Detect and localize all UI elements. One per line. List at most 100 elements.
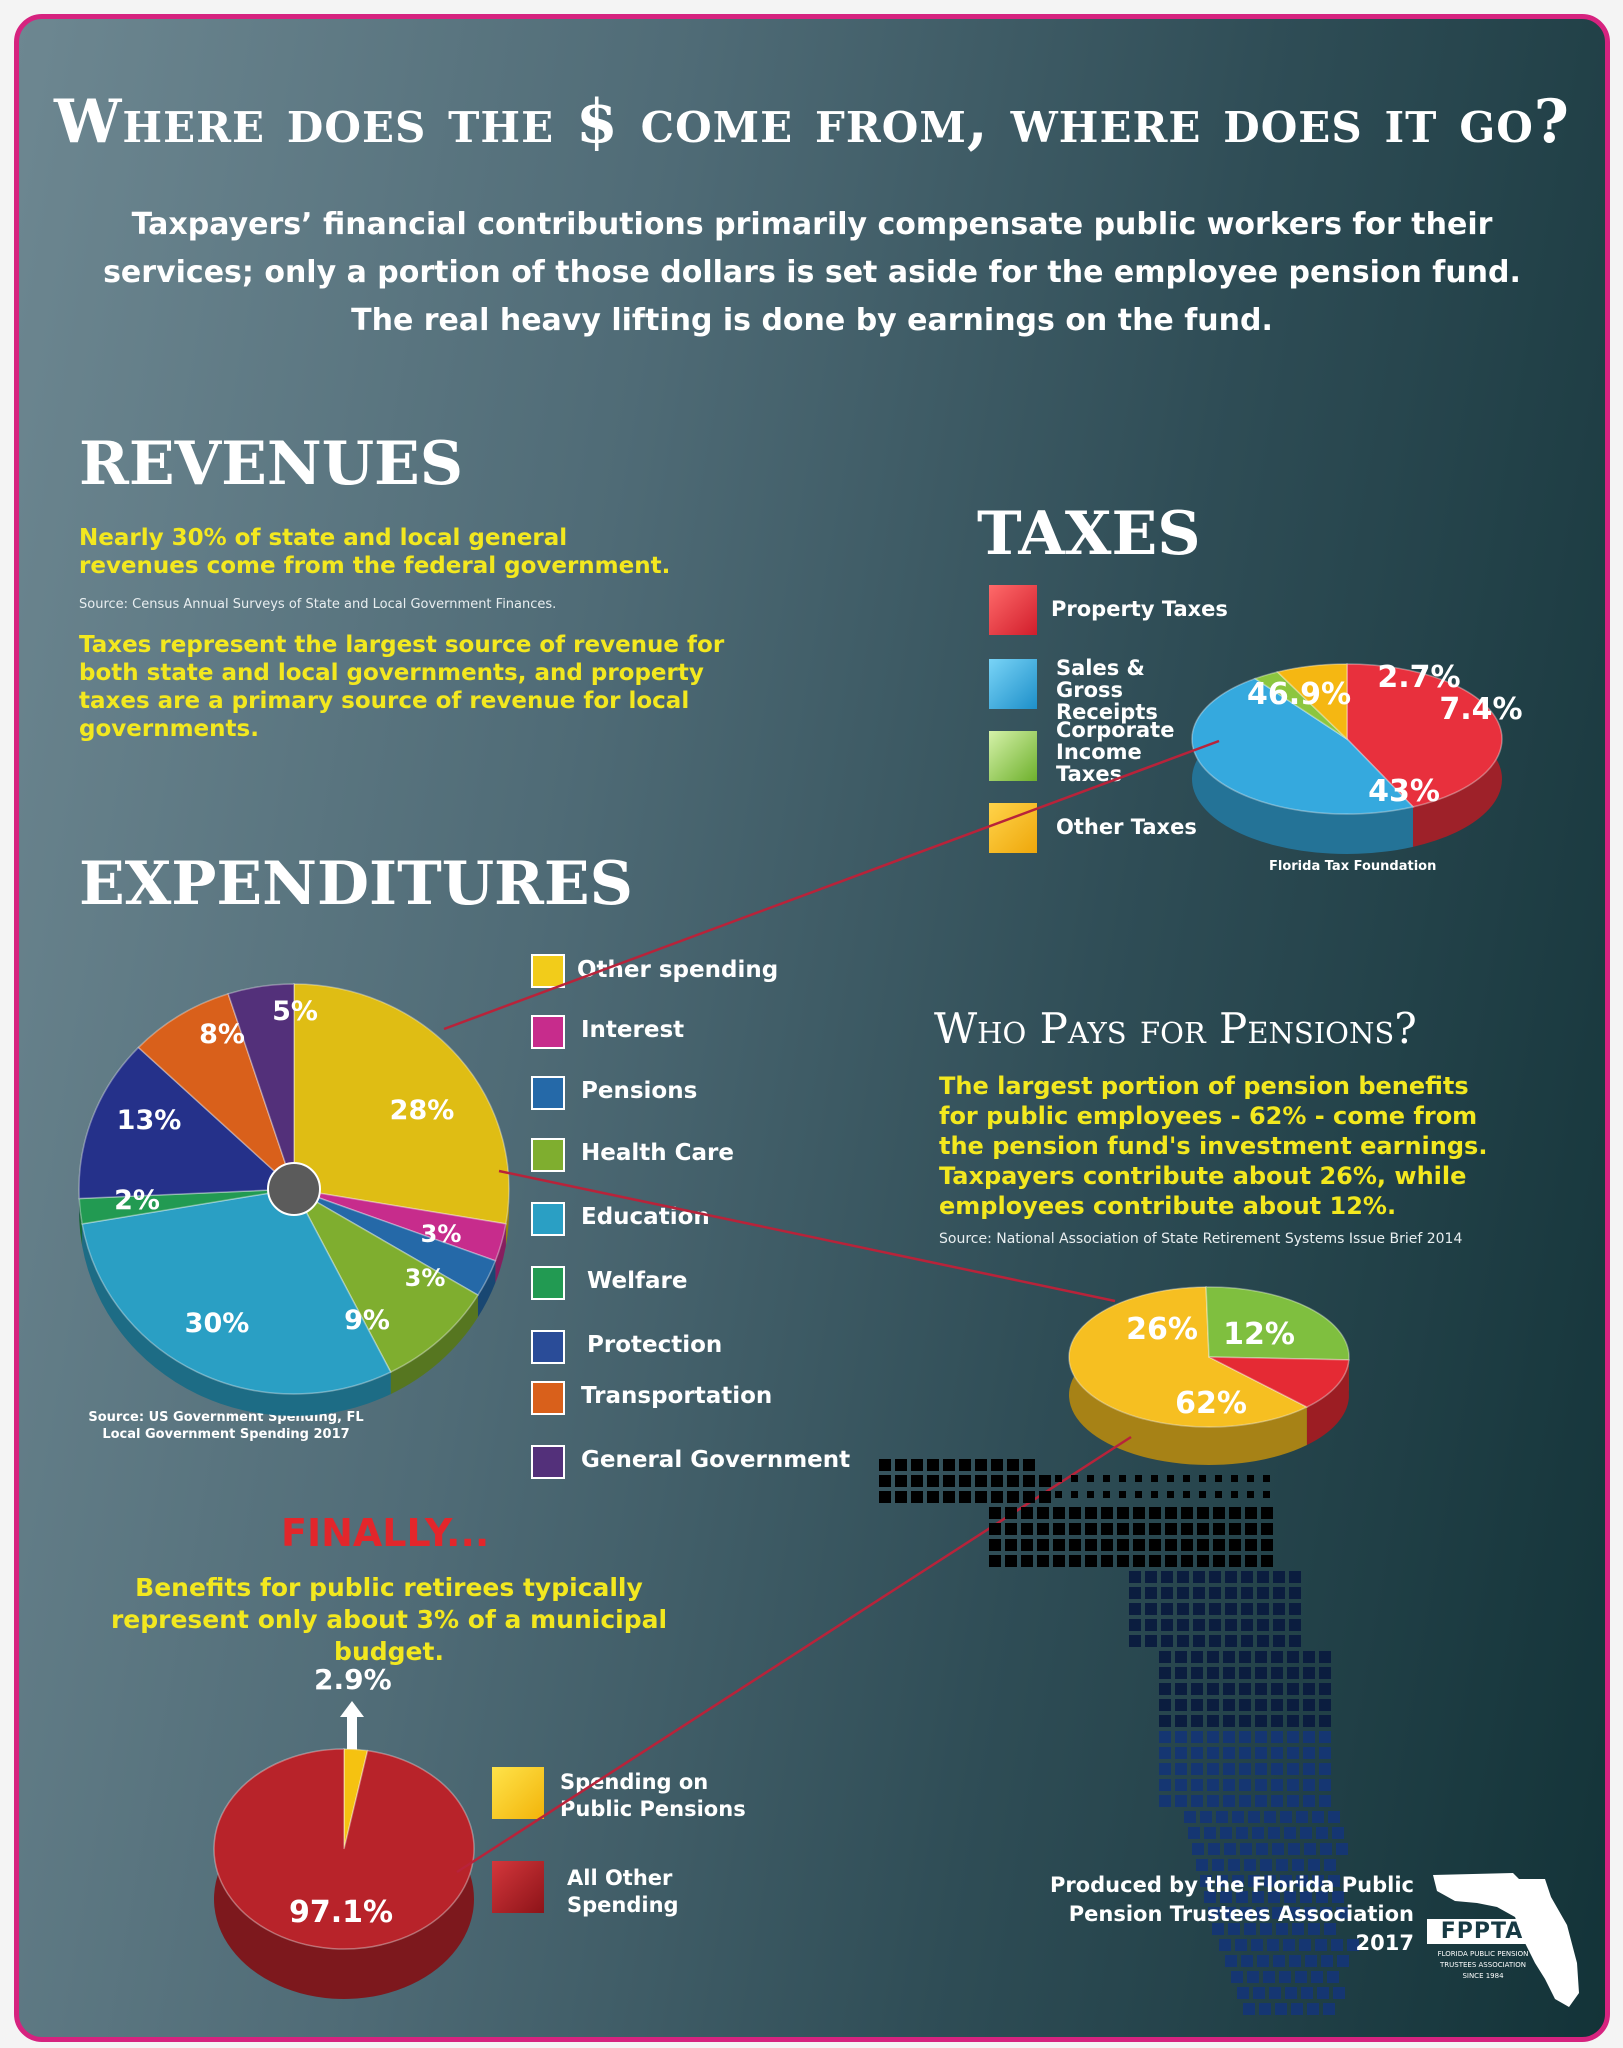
map-pixel [1312, 1875, 1324, 1887]
map-pixel [1183, 1491, 1190, 1498]
map-pixel [1257, 1571, 1269, 1583]
legend-label-other-spending: Other spending [577, 957, 779, 983]
map-pixel [1069, 1523, 1081, 1535]
map-pixel [1231, 1971, 1243, 1983]
map-pixel [1007, 1491, 1019, 1503]
finally-heading: FINALLY... [281, 1511, 490, 1555]
map-pixel [1244, 1923, 1256, 1935]
map-pixel [1245, 1507, 1257, 1519]
map-pixel [1149, 1523, 1161, 1535]
pension-share-callout: 2.9% [314, 1663, 392, 1696]
map-pixel [1145, 1619, 1157, 1631]
map-pixel [879, 1459, 891, 1471]
map-pixel [927, 1491, 939, 1503]
map-pixel [1273, 1603, 1285, 1615]
map-pixel [1303, 1763, 1315, 1775]
map-pixel [1005, 1539, 1017, 1551]
map-pixel [1252, 1891, 1264, 1903]
expenditures-label-6: 13% [117, 1105, 182, 1136]
map-pixel [1165, 1523, 1177, 1535]
map-pixel [1319, 1715, 1331, 1727]
map-pixel [1053, 1507, 1065, 1519]
map-pixel [1207, 1699, 1219, 1711]
map-pixel [1243, 2003, 1255, 2015]
map-pixel [1287, 1715, 1299, 1727]
map-pixel [1204, 1827, 1216, 1839]
map-pixel [1248, 1875, 1260, 1887]
connector-line [443, 739, 1220, 1031]
map-pixel [1239, 1763, 1251, 1775]
map-pixel [1145, 1603, 1157, 1615]
map-pixel [975, 1459, 987, 1471]
map-pixel [1257, 1603, 1269, 1615]
map-pixel [1267, 1939, 1279, 1951]
map-pixel [1181, 1507, 1193, 1519]
map-pixel [1303, 1683, 1315, 1695]
map-pixel [1021, 1539, 1033, 1551]
expenditures-pie: 28% 3% 3% 9% 30% 2% 13% 8% 5% [78, 983, 510, 1416]
map-pixel [1039, 1491, 1051, 1503]
map-pixel [1209, 1587, 1221, 1599]
map-pixel [1037, 1523, 1049, 1535]
map-pixel [1261, 1539, 1273, 1551]
connector-line [498, 1169, 1116, 1303]
map-pixel [1241, 1635, 1253, 1647]
legend-label-sales-receipts: Sales & Gross Receipts [1056, 656, 1158, 724]
map-pixel [1304, 1843, 1316, 1855]
map-pixel [1328, 1811, 1340, 1823]
map-pixel [1007, 1459, 1019, 1471]
map-pixel [1207, 1683, 1219, 1695]
map-pixel [911, 1459, 923, 1471]
taxes-slice-sales-gross-receipts [1191, 677, 1415, 815]
taxes-label-0: 43% [1368, 774, 1440, 809]
map-pixel [1289, 1955, 1301, 1967]
map-pixel [1215, 1491, 1222, 1498]
map-pixel [1175, 1763, 1187, 1775]
produced-by: Produced by the Florida Public Pension T… [1049, 1873, 1414, 1955]
map-pixel [1117, 1555, 1129, 1567]
map-pixel [1247, 1971, 1259, 1983]
map-pixel [1053, 1539, 1065, 1551]
map-pixel [1209, 1635, 1221, 1647]
map-pixel [1308, 1923, 1320, 1935]
logo-subtitle: FLORIDA PUBLIC PENSION TRUSTEES ASSOCIAT… [1427, 1949, 1539, 1982]
map-pixel [1289, 1635, 1301, 1647]
map-pixel [1299, 1939, 1311, 1951]
legend-swatch-public-pensions [492, 1767, 544, 1819]
map-pixel [1129, 1571, 1141, 1583]
map-pixel [1101, 1507, 1113, 1519]
map-pixel [1053, 1555, 1065, 1567]
expenditures-slice-side-2 [477, 1260, 496, 1318]
map-pixel [1236, 1827, 1248, 1839]
municipal_budget-pie: 97.1% [213, 1748, 475, 1999]
map-pixel [1181, 1523, 1193, 1535]
legend-label-property-taxes: Property Taxes [1051, 597, 1228, 621]
map-pixel [1336, 1907, 1348, 1919]
map-pixel [1292, 1859, 1304, 1871]
expenditures-source-label: Source: [88, 1410, 145, 1425]
map-pixel [1259, 2003, 1271, 2015]
map-pixel [1223, 1683, 1235, 1695]
map-pixel [989, 1507, 1001, 1519]
map-pixel [1255, 1699, 1267, 1711]
map-pixel [1209, 1571, 1221, 1583]
map-pixel [1085, 1523, 1097, 1535]
fppta-logo: FPPTA FLORIDA PUBLIC PENSION TRUSTEES AS… [1427, 1867, 1597, 2017]
map-pixel [1241, 1619, 1253, 1631]
map-pixel [1135, 1475, 1142, 1482]
map-pixel [927, 1475, 939, 1487]
map-pixel [1273, 1619, 1285, 1631]
map-pixel [1193, 1603, 1205, 1615]
map-pixel [975, 1491, 987, 1503]
map-pixel [1275, 2003, 1287, 2015]
map-pixel [1159, 1763, 1171, 1775]
map-pixel [1288, 1907, 1300, 1919]
map-pixel [1225, 1635, 1237, 1647]
map-pixel [1224, 1843, 1236, 1855]
map-pixel [1191, 1795, 1203, 1807]
map-pixel [1145, 1635, 1157, 1647]
map-pixel [1271, 1779, 1283, 1791]
map-pixel [1149, 1539, 1161, 1551]
map-pixel [1191, 1699, 1203, 1711]
map-pixel [1069, 1539, 1081, 1551]
